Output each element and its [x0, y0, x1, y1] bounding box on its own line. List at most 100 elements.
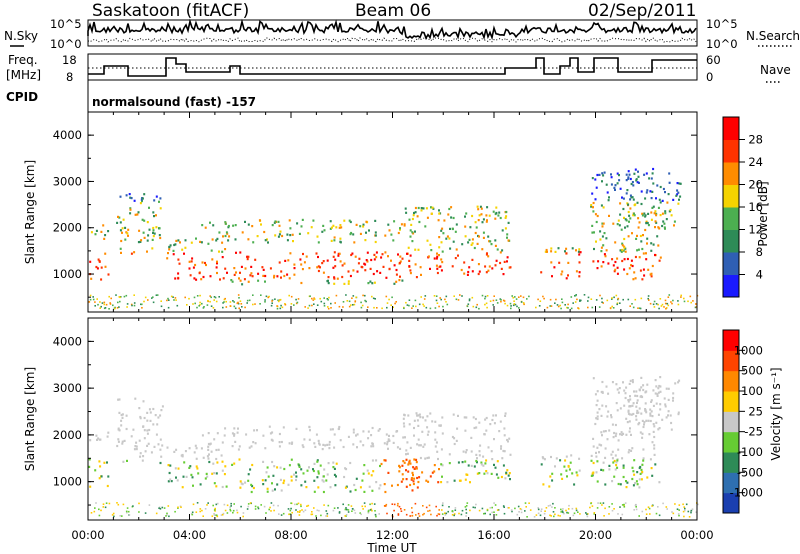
heatmap-cell — [647, 295, 650, 297]
heatmap-cell — [623, 258, 626, 261]
heatmap-cell — [174, 277, 177, 280]
heatmap-cell — [89, 439, 92, 442]
heatmap-cell — [218, 250, 220, 253]
heatmap-cell — [224, 248, 227, 251]
heatmap-cell — [354, 300, 357, 302]
y-tick-label: 3000 — [53, 381, 82, 395]
heatmap-cell — [90, 512, 93, 514]
heatmap-cell — [334, 258, 337, 261]
heatmap-cell — [649, 419, 652, 423]
heatmap-cell — [474, 417, 477, 421]
heatmap-cell — [571, 507, 574, 510]
heatmap-cell — [178, 262, 181, 265]
heatmap-cell — [602, 430, 605, 433]
heatmap-cell — [180, 506, 182, 508]
heatmap-cell — [492, 299, 495, 302]
heatmap-cell — [485, 470, 488, 473]
heatmap-cell — [359, 232, 362, 235]
heatmap-cell — [607, 262, 610, 265]
heatmap-cell — [347, 511, 350, 513]
heatmap-cell — [522, 302, 525, 304]
heatmap-cell — [677, 191, 680, 194]
heatmap-cell — [385, 503, 388, 506]
heatmap-cell — [512, 296, 514, 299]
heatmap-cell — [411, 307, 413, 309]
heatmap-cell — [633, 509, 635, 511]
heatmap-cell — [482, 231, 485, 234]
heatmap-cell — [108, 502, 111, 505]
heatmap-cell — [644, 409, 647, 412]
heatmap-cell — [571, 472, 574, 475]
heatmap-cell — [327, 299, 329, 301]
heatmap-cell — [611, 305, 613, 308]
heatmap-cell — [101, 302, 104, 304]
heatmap-cell — [188, 267, 191, 270]
heatmap-cell — [690, 509, 693, 512]
heatmap-cell — [614, 241, 617, 244]
heatmap-cell — [347, 435, 350, 438]
heatmap-cell — [614, 188, 616, 191]
heatmap-cell — [320, 300, 323, 303]
heatmap-cell — [627, 210, 630, 214]
heatmap-cell — [646, 189, 649, 192]
heatmap-cell — [174, 467, 177, 470]
heatmap-cell — [490, 472, 493, 475]
heatmap-cell — [467, 303, 470, 305]
heatmap-cell — [230, 502, 232, 505]
heatmap-cell — [103, 461, 106, 464]
heatmap-cell — [502, 273, 505, 276]
heatmap-cell — [646, 383, 649, 386]
heatmap-cell — [607, 199, 610, 202]
heatmap-cell — [516, 305, 518, 308]
heatmap-cell — [575, 249, 577, 252]
heatmap-cell — [100, 305, 102, 308]
heatmap-cell — [122, 503, 125, 506]
heatmap-cell — [627, 400, 630, 403]
heatmap-cell — [657, 506, 659, 508]
heatmap-cell — [233, 503, 235, 505]
colorbar-swatch — [723, 117, 739, 140]
heatmap-cell — [561, 298, 563, 300]
colorbar-swatch — [723, 252, 739, 275]
heatmap-cell — [226, 271, 228, 274]
heatmap-cell — [100, 278, 103, 281]
heatmap-cell — [567, 464, 570, 468]
heatmap-cell — [284, 303, 286, 305]
heatmap-cell — [215, 457, 218, 461]
heatmap-cell — [535, 306, 537, 309]
colorbar-swatch — [723, 229, 739, 253]
heatmap-cell — [113, 515, 115, 518]
heatmap-cell — [386, 306, 388, 309]
heatmap-cell — [678, 504, 681, 506]
heatmap-cell — [98, 260, 101, 263]
heatmap-cell — [676, 182, 679, 185]
heatmap-cell — [651, 415, 654, 418]
heatmap-cell — [106, 461, 108, 464]
heatmap-cell — [417, 512, 420, 515]
heatmap-cell — [575, 270, 578, 273]
heatmap-cell — [153, 445, 156, 448]
heatmap-cell — [599, 238, 602, 241]
heatmap-cell — [542, 483, 545, 486]
heatmap-cell — [233, 433, 236, 436]
heatmap-cell — [163, 507, 166, 509]
heatmap-cell — [654, 392, 657, 395]
noise-left-label: N.Sky — [4, 29, 38, 43]
heatmap-cell — [562, 508, 564, 510]
heatmap-cell — [399, 255, 402, 258]
heatmap-cell — [173, 450, 176, 453]
heatmap-cell — [631, 264, 634, 268]
heatmap-cell — [153, 232, 156, 235]
heatmap-cell — [364, 299, 366, 302]
heatmap-cell — [419, 416, 422, 419]
heatmap-cell — [319, 464, 322, 467]
heatmap-cell — [414, 248, 417, 251]
heatmap-cell — [404, 207, 407, 210]
heatmap-cell — [466, 305, 469, 308]
heatmap-cell — [259, 303, 261, 305]
heatmap-cell — [467, 241, 470, 244]
heatmap-cell — [533, 516, 536, 518]
heatmap-cell — [560, 511, 562, 513]
heatmap-cell — [650, 218, 653, 221]
heatmap-cell — [598, 451, 600, 454]
